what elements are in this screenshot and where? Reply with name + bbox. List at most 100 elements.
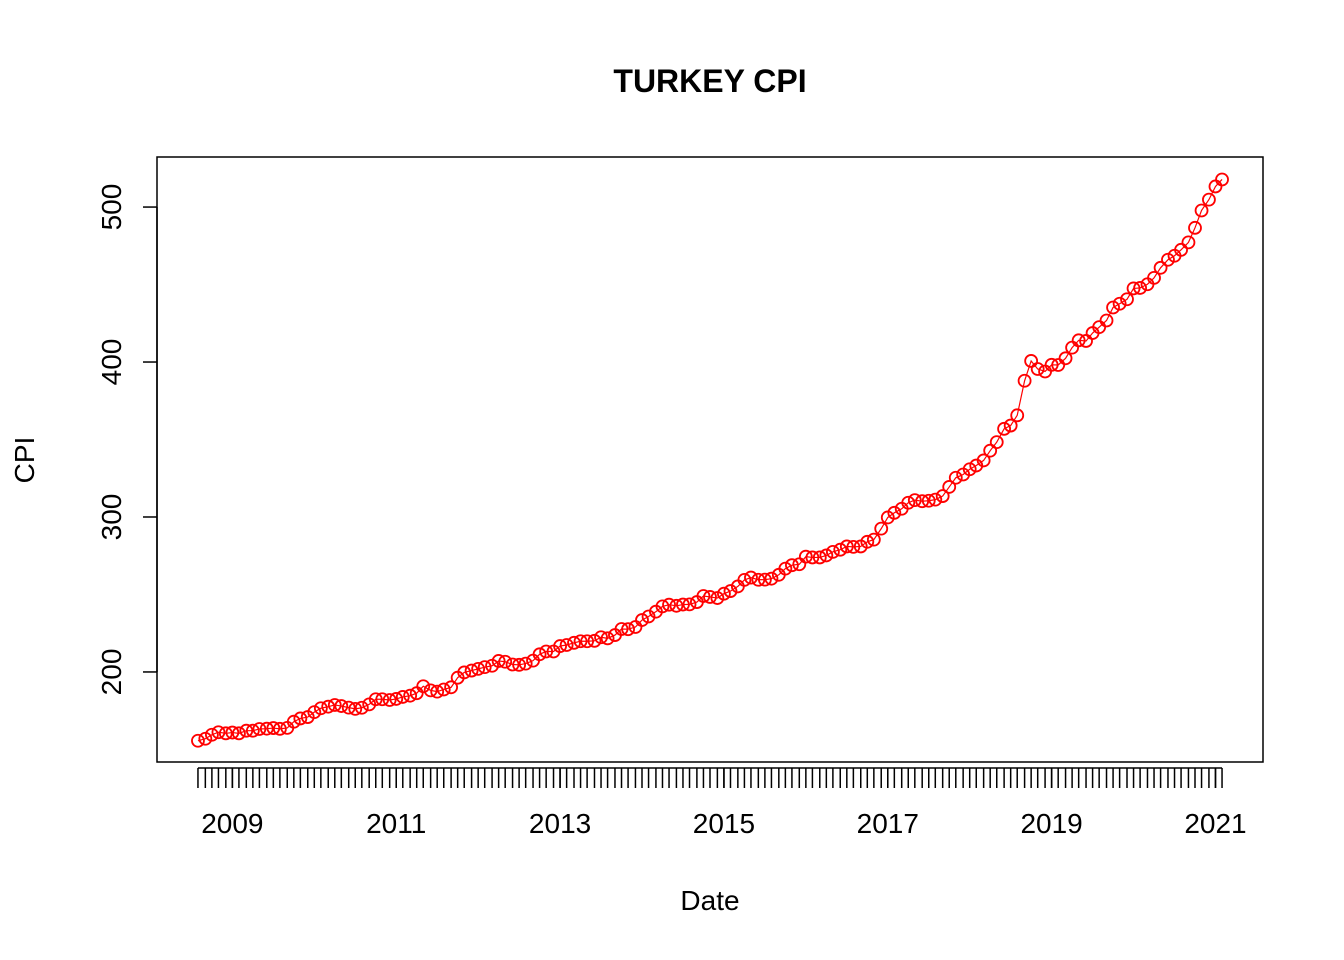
data-point: [423, 683, 438, 698]
data-point: [907, 493, 922, 508]
data-point: [403, 688, 418, 703]
data-point: [436, 682, 451, 697]
data-point: [245, 723, 260, 738]
x-tick-label: 2011: [366, 808, 426, 839]
data-point: [1126, 281, 1141, 296]
data-point: [225, 725, 240, 740]
data-point: [997, 421, 1012, 436]
x-tick-label: 2015: [693, 808, 755, 839]
data-point: [416, 679, 431, 694]
data-point: [887, 505, 902, 520]
data-point: [293, 711, 308, 726]
data-point: [676, 597, 690, 612]
data-point: [368, 692, 383, 707]
data-point: [1017, 373, 1032, 388]
data-point: [874, 521, 889, 536]
data-point: [866, 532, 881, 547]
data-point: [948, 470, 963, 485]
data-point: [812, 550, 827, 565]
data-point: [641, 609, 656, 624]
data-point: [1194, 203, 1209, 218]
data-point: [239, 723, 254, 738]
data-point: [839, 539, 854, 554]
x-tick-label: 2019: [1020, 808, 1082, 839]
data-point: [723, 584, 738, 598]
data-point: [505, 657, 520, 672]
data-point: [976, 453, 991, 468]
plot-frame: [156, 156, 1264, 763]
data-point: [1106, 300, 1120, 315]
data-point: [1058, 351, 1073, 366]
x-axis-label: Date: [680, 885, 739, 916]
data-point: [252, 722, 267, 736]
data-point: [327, 698, 342, 712]
data-point: [962, 462, 977, 477]
data-point: [1188, 220, 1202, 235]
data-point: [430, 684, 445, 699]
data-line: [197, 179, 1223, 742]
data-point: [737, 573, 752, 587]
y-tick-label: 200: [96, 649, 127, 696]
y-tick-label: 300: [96, 494, 127, 541]
data-point: [1181, 235, 1196, 250]
data-point: [266, 721, 281, 735]
data-point: [696, 589, 711, 603]
data-point: [191, 733, 205, 748]
data-point: [1010, 408, 1025, 423]
data-point: [539, 644, 554, 659]
data-point: [1071, 333, 1086, 348]
data-point: [928, 492, 943, 507]
data-point: [662, 597, 676, 612]
data-point: [833, 542, 848, 557]
data-point: [669, 598, 684, 613]
data-point: [232, 726, 246, 741]
data-point: [518, 656, 533, 671]
data-point: [825, 544, 840, 559]
data-point: [553, 639, 567, 653]
data-point: [259, 721, 274, 736]
data-point: [1202, 192, 1216, 207]
data-point: [498, 654, 513, 669]
data-point: [805, 550, 820, 565]
data-point: [1030, 362, 1045, 376]
data-point: [272, 721, 287, 736]
y-tick-label: 500: [96, 184, 127, 231]
data-point: [313, 701, 328, 716]
data-point: [901, 495, 916, 510]
data-point: [1044, 357, 1059, 372]
data-point: [635, 613, 649, 627]
data-point: [778, 561, 793, 576]
data-point: [915, 494, 930, 509]
data-point: [600, 631, 615, 646]
x-tick-label: 2017: [857, 808, 919, 839]
data-point: [395, 690, 410, 704]
data-point: [764, 571, 779, 586]
data-point: [211, 725, 226, 740]
data-point: [682, 597, 697, 612]
data-point: [512, 657, 527, 672]
data-point: [444, 680, 459, 695]
data-point: [757, 572, 772, 587]
data-point: [798, 549, 813, 564]
data-point: [1099, 313, 1114, 328]
data-point: [389, 692, 404, 706]
data-point: [464, 663, 479, 678]
data-point: [321, 699, 336, 714]
data-point: [1133, 281, 1148, 295]
data-point: [860, 534, 875, 549]
data-point: [1147, 270, 1161, 285]
x-tick-label: 2009: [201, 808, 263, 839]
y-tick-label: 400: [96, 339, 127, 386]
data-point: [717, 586, 731, 601]
data-point: [942, 480, 957, 494]
data-point: [989, 435, 1004, 450]
x-tick-label: 2013: [529, 808, 591, 839]
x-tick-label: 2021: [1184, 808, 1246, 839]
data-point: [846, 540, 861, 554]
data-point: [1153, 260, 1168, 275]
data-point: [751, 572, 766, 587]
data-point: [1003, 418, 1018, 433]
data-point: [1120, 292, 1134, 307]
chart-title: TURKEY CPI: [613, 63, 806, 99]
